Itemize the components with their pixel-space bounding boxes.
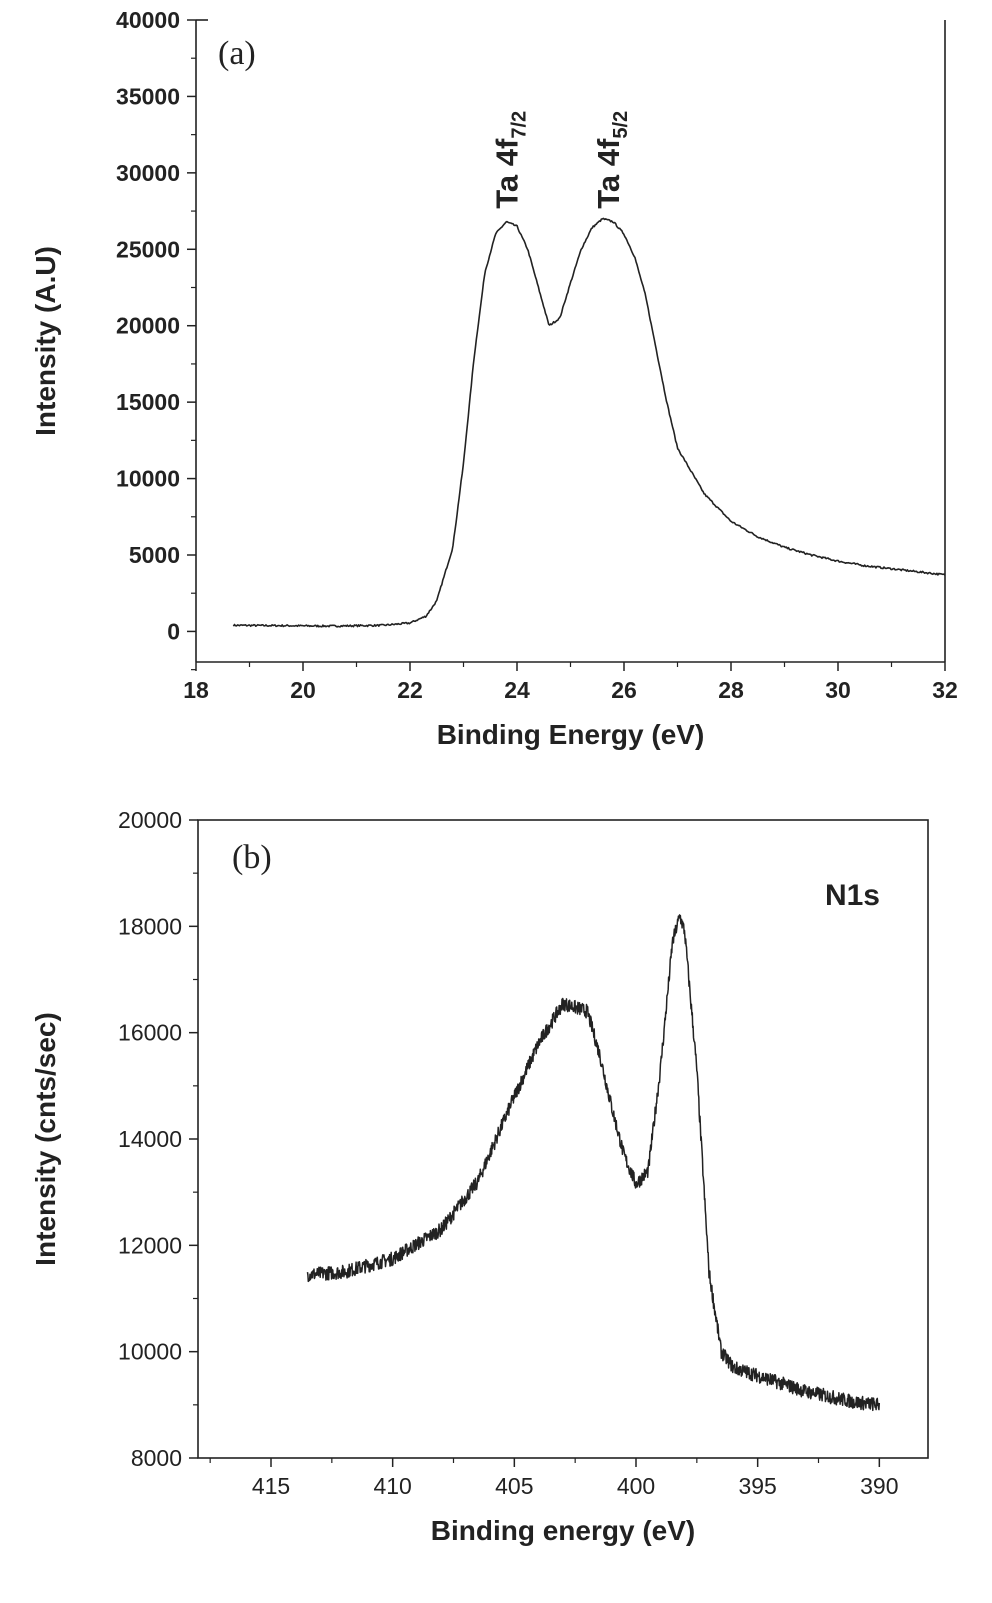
panel-label: (b) — [232, 839, 272, 876]
y-tick-label: 5000 — [129, 542, 180, 568]
spectrum-line — [232, 217, 946, 628]
y-tick-label: 25000 — [116, 236, 180, 262]
x-tick-label: 410 — [373, 1473, 411, 1499]
x-axis-title: Binding Energy (eV) — [437, 719, 705, 750]
y-tick-label: 18000 — [118, 913, 182, 939]
x-tick-label: 26 — [611, 677, 637, 703]
x-tick-label: 395 — [738, 1473, 776, 1499]
y-tick-label: 14000 — [118, 1126, 182, 1152]
x-tick-label: 28 — [718, 677, 744, 703]
y-tick-label: 20000 — [118, 807, 182, 833]
y-tick-label: 20000 — [116, 313, 180, 339]
y-tick-label: 12000 — [118, 1232, 182, 1258]
y-tick-label: 40000 — [116, 7, 180, 33]
x-tick-label: 20 — [290, 677, 316, 703]
y-tick-label: 10000 — [116, 466, 180, 492]
y-tick-label: 15000 — [116, 389, 180, 415]
panel-a-ta4f-spectrum: 0 5000 10000 15000 20000 25000 30000 35000 40000… — [30, 7, 958, 750]
y-tick-label: 10000 — [118, 1339, 182, 1365]
x-tick-label: 415 — [252, 1473, 290, 1499]
spectrum-line — [306, 914, 881, 1412]
y-tick-label: 0 — [167, 618, 180, 644]
panel-b-n1s-spectrum: 8000 10000 12000 14000 16000 18000 20000 415 410… — [30, 807, 929, 1546]
y-tick-label: 16000 — [118, 1020, 182, 1046]
x-tick-label: 22 — [397, 677, 423, 703]
n1s-label: N1s — [825, 879, 880, 912]
plot-frame — [197, 819, 929, 1459]
x-tick-label: 32 — [932, 677, 958, 703]
peak-annotation: Ta 4f7/2 — [489, 111, 530, 209]
y-axis-title: Intensity (cnts/sec) — [30, 1012, 61, 1266]
x-tick-label: 30 — [825, 677, 851, 703]
y-tick-label: 30000 — [116, 160, 180, 186]
panel-label: (a) — [218, 35, 256, 72]
x-tick-label: 400 — [617, 1473, 655, 1499]
y-axis-title: Intensity (A.U) — [30, 246, 61, 436]
x-tick-label: 24 — [504, 677, 530, 703]
x-tick-label: 390 — [860, 1473, 898, 1499]
x-tick-label: 18 — [183, 677, 209, 703]
x-axis-title: Binding energy (eV) — [431, 1515, 695, 1546]
peak-annotation: Ta 4f5/2 — [591, 111, 632, 209]
x-tick-label: 405 — [495, 1473, 533, 1499]
y-tick-label: 8000 — [131, 1445, 182, 1471]
y-tick-label: 35000 — [116, 83, 180, 109]
